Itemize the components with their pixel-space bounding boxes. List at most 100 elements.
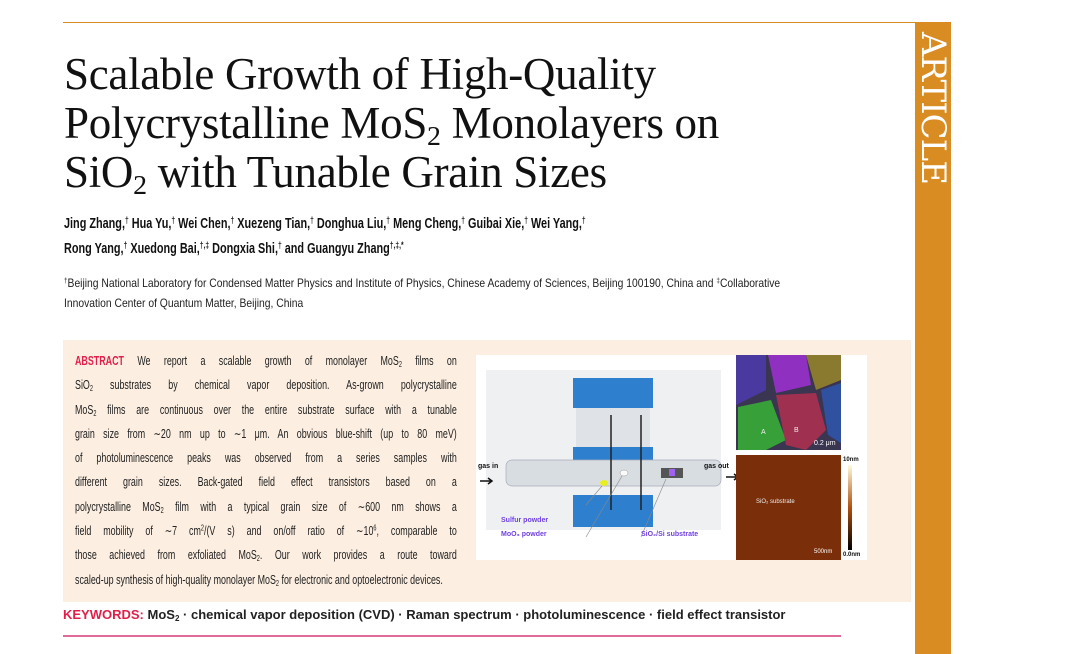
text-segment: with Tunable Grain Sizes (146, 147, 607, 197)
article-label: ARTICLE (913, 32, 953, 185)
text-line: Innovation Center of Quantum Matter, Bei… (64, 293, 821, 313)
text-segment: and Guangyu Zhang (281, 241, 390, 257)
text-segment: 2 (427, 120, 441, 152)
text-segment: for electronic and optoelectronic device… (279, 572, 443, 587)
text-segment: SiO (64, 147, 134, 197)
text-segment: 2 (200, 523, 204, 533)
text-segment: . Our work provides a route toward (259, 548, 457, 563)
text-segment: Jing Zhang, (64, 216, 125, 232)
text-segment: Xuezeng Tian, (234, 216, 311, 232)
grain-a-label: A (761, 429, 766, 436)
text-segment: Meng Cheng, (390, 216, 462, 232)
furnace-top (573, 378, 653, 408)
text-segment: of photoluminescence peaks was observed … (75, 451, 457, 466)
text-segment: /(V s) and on/off ratio of ∼10 (203, 524, 374, 539)
text-segment: † (124, 215, 129, 226)
text-segment: films are continuous over the entire sub… (96, 402, 457, 417)
text-segment: † (524, 215, 528, 226)
text-segment: †,‡ (199, 240, 210, 251)
text-segment: substrates by chemical vapor deposition.… (92, 378, 457, 393)
text-line: Rong Yang,† Xuedong Bai,†,‡ Dongxia Shi,… (64, 237, 586, 262)
text-segment: field mobility of ∼7 cm (75, 524, 201, 539)
color-scale-bar (848, 465, 852, 550)
text-segment: , comparable to (376, 524, 457, 539)
text-segment: Scalable Growth of High-Quality (64, 49, 656, 99)
text-segment: † (171, 215, 176, 226)
text-line: ABSTRACT We report a scalable growth of … (75, 349, 457, 373)
arrow-right-icon (480, 477, 494, 485)
text-segment: MoS (143, 607, 175, 622)
gas-in-label: gas in (478, 463, 499, 470)
text-segment: ‡ (716, 275, 720, 285)
grain-b-label: B (794, 427, 799, 434)
text-line: those achieved from exfoliated MoS2. Our… (75, 543, 457, 567)
text-segment: † (461, 215, 466, 226)
text-segment: MoS (75, 402, 94, 417)
colorbar-max: 10nm (843, 457, 859, 463)
text-line: grain size from ∼20 nm up to ∼1 μm. An o… (75, 422, 457, 446)
text-segment: 2 (256, 554, 260, 564)
text-segment: SiO (75, 378, 90, 393)
text-segment: 2 (93, 408, 97, 418)
text-segment: † (277, 240, 282, 251)
abstract-text: ABSTRACT We report a scalable growth of … (75, 349, 457, 592)
text-segment: Polycrystalline MoS (64, 98, 428, 148)
text-segment: ABSTRACT (75, 354, 124, 368)
colorbar-min: 0.0nm (843, 552, 861, 558)
affiliation: †Beijing National Laboratory for Condens… (64, 273, 821, 313)
text-line: †Beijing National Laboratory for Condens… (64, 273, 821, 293)
text-segment: † (581, 215, 586, 226)
sulfur-boat (600, 480, 608, 486)
quartz-tube (505, 459, 722, 487)
text-segment: Monolayers on (440, 98, 720, 148)
text-segment: those achieved from exfoliated MoS (75, 548, 257, 563)
text-segment: grain size from ∼20 nm up to ∼1 μm. An o… (75, 426, 457, 441)
text-segment: Guibai Xie, (465, 216, 525, 232)
text-line: Polycrystalline MoS2 Monolayers on (64, 98, 720, 151)
text-segment: Wei Yang, (527, 216, 582, 232)
text-segment: 2 (174, 614, 180, 623)
text-segment: Xuedong Bai, (127, 241, 200, 257)
sulfur-label: Sulfur powder (501, 517, 549, 524)
header-rule (63, 22, 915, 23)
text-segment: Wei Chen, (175, 216, 231, 232)
text-segment: Beijing National Laboratory for Condense… (67, 276, 717, 290)
text-segment: Donghua Liu, (313, 216, 387, 232)
text-line: Scalable Growth of High-Quality (64, 50, 719, 99)
text-segment: 2 (133, 169, 147, 201)
substrate-label: SiO₂/Si substrate (641, 531, 699, 538)
text-segment: † (386, 215, 391, 226)
furnace-bottom (573, 495, 653, 527)
text-segment: Innovation Center of Quantum Matter, Bei… (64, 296, 304, 310)
text-segment: † (123, 240, 128, 251)
text-line: SiO2 substrates by chemical vapor deposi… (75, 373, 457, 397)
text-segment: We report a scalable growth of monolayer… (123, 354, 399, 368)
text-segment: film with a typical grain size of ∼600 n… (163, 499, 457, 514)
text-segment: Dongxia Shi, (209, 241, 278, 257)
text-line: scaled-up synthesis of high-quality mono… (75, 568, 457, 592)
text-segment: 2 (160, 505, 164, 515)
text-segment: Collaborative (719, 276, 781, 290)
text-line: MoS2 films are continuous over the entir… (75, 398, 457, 422)
keywords-label: KEYWORDS: (63, 607, 144, 622)
text-line: of photoluminescence peaks was observed … (75, 446, 457, 470)
text-line: SiO2 with Tunable Grain Sizes (64, 147, 719, 200)
text-segment: 6 (373, 523, 377, 533)
gas-out-label: gas out (704, 463, 729, 470)
moo3-label: MoO₃ powder (501, 531, 547, 538)
keywords-list: MoS2 · chemical vapor deposition (CVD) ·… (143, 607, 786, 623)
scale-bar-bottom: 500nm (814, 549, 833, 555)
author-list: Jing Zhang,† Hua Yu,† Wei Chen,† Xuezeng… (64, 212, 586, 262)
paper-title: Scalable Growth of High-Quality Polycryst… (64, 50, 720, 200)
text-segment: 2 (89, 384, 93, 394)
text-segment: † (230, 215, 235, 226)
text-segment: different grain sizes. Back-gated field … (75, 475, 457, 490)
text-segment: · chemical vapor deposition (CVD) · Rama… (179, 607, 786, 622)
keywords: KEYWORDS: MoS2 · chemical vapor depositi… (63, 607, 786, 623)
text-segment: polycrystalline MoS (75, 499, 161, 514)
text-segment: films on (401, 354, 457, 368)
text-segment: 2 (398, 359, 402, 369)
keywords-rule (63, 635, 841, 637)
scale-bar-top: 0.2 μm (814, 440, 836, 447)
text-line: different grain sizes. Back-gated field … (75, 470, 457, 494)
